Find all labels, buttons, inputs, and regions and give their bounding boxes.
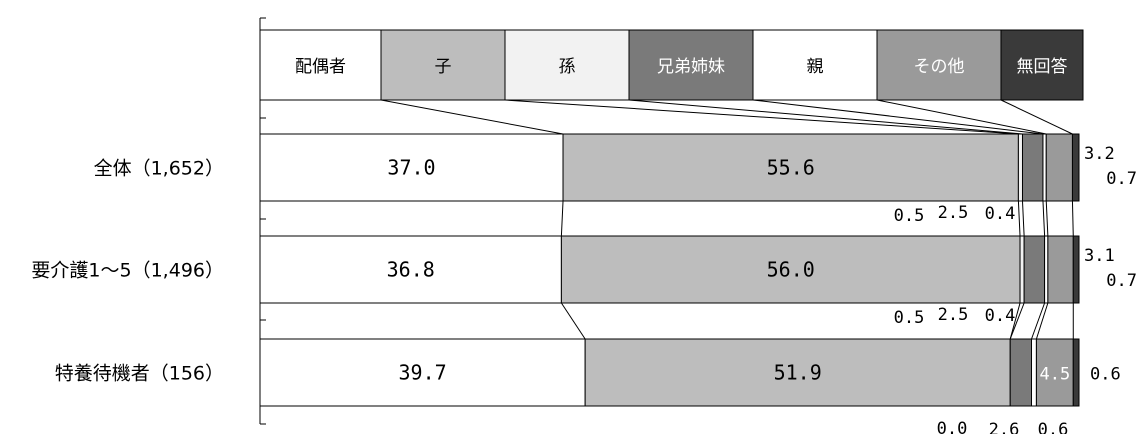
- connector-line: [1000, 99, 1073, 135]
- connector-line: [1009, 302, 1021, 340]
- connector-line: [1017, 200, 1021, 237]
- data-label: 36.8: [387, 258, 435, 282]
- legend-swatch: [259, 29, 382, 101]
- data-label: 0.6: [1038, 420, 1069, 434]
- connector-line: [1009, 302, 1025, 340]
- data-label: 2.5: [938, 305, 969, 325]
- connector-line: [752, 99, 1044, 135]
- bar-segment: [259, 235, 562, 304]
- data-label: 39.7: [398, 361, 446, 385]
- bar-segment: [1047, 235, 1074, 304]
- bar-segment: [562, 133, 1019, 202]
- bar-segment: [1023, 235, 1046, 304]
- category-label: 要介護1～5（1,496）: [31, 260, 224, 282]
- data-label: 0.4: [985, 306, 1016, 326]
- connector-line: [560, 302, 586, 340]
- bar-segment: [259, 338, 586, 407]
- data-label: 37.0: [387, 156, 435, 180]
- legend-label: その他: [914, 57, 965, 77]
- bar-segment: [1071, 133, 1080, 202]
- data-label: 51.9: [774, 361, 822, 385]
- data-label: 2.5: [938, 203, 969, 223]
- bar-segment: [1030, 338, 1037, 407]
- category-label: 全体（1,652）: [94, 158, 224, 180]
- data-label: 56.0: [767, 258, 815, 282]
- legend-label: 子: [435, 57, 452, 77]
- data-label: 0.5: [894, 206, 925, 226]
- bar-segment: [1072, 338, 1080, 407]
- bar-segment: [584, 338, 1011, 407]
- legend-label: 孫: [559, 57, 576, 77]
- bar-segment: [1019, 235, 1025, 304]
- data-label: 0.7: [1106, 169, 1137, 189]
- connector-line: [1071, 200, 1074, 237]
- legend-swatch: [876, 29, 1002, 101]
- legend-swatch: [1000, 29, 1084, 101]
- connector-line: [1042, 200, 1046, 237]
- data-label: 0.5: [894, 308, 925, 328]
- bar-segment: [1035, 338, 1074, 407]
- data-label: 3.1: [1084, 246, 1115, 266]
- data-label: 0.4: [985, 204, 1016, 224]
- connector-line: [380, 99, 564, 135]
- connector-line: [504, 99, 1019, 135]
- connector-line: [628, 99, 1023, 135]
- legend-label: 親: [807, 57, 824, 77]
- bar-segment: [1045, 133, 1073, 202]
- legend-swatch: [628, 29, 754, 101]
- bar-segment: [1017, 133, 1023, 202]
- data-label: 0.0: [937, 419, 968, 434]
- data-label: 55.6: [767, 156, 815, 180]
- data-label: 0.7: [1106, 271, 1137, 291]
- connector-line: [1031, 302, 1046, 340]
- connector-line: [1045, 200, 1049, 237]
- data-label: 0.6: [1090, 365, 1121, 385]
- data-label: 3.2: [1084, 144, 1115, 164]
- data-label: 2.6: [989, 420, 1020, 434]
- legend-swatch: [752, 29, 878, 101]
- data-label: 4.5: [1039, 365, 1070, 385]
- connector-line: [876, 99, 1047, 135]
- legend-label: 無回答: [1017, 57, 1068, 77]
- connector-line: [560, 200, 564, 237]
- bar-segment: [1021, 133, 1044, 202]
- bar-segment: [560, 235, 1021, 304]
- connector-line: [1035, 302, 1049, 340]
- legend-label: 兄弟姉妹: [657, 57, 725, 77]
- bar-segment: [1072, 235, 1080, 304]
- category-label: 特養待機者（156）: [55, 363, 224, 385]
- legend-label: 配偶者: [295, 57, 346, 77]
- bar-segment: [1009, 338, 1032, 407]
- connector-line: [1021, 200, 1025, 237]
